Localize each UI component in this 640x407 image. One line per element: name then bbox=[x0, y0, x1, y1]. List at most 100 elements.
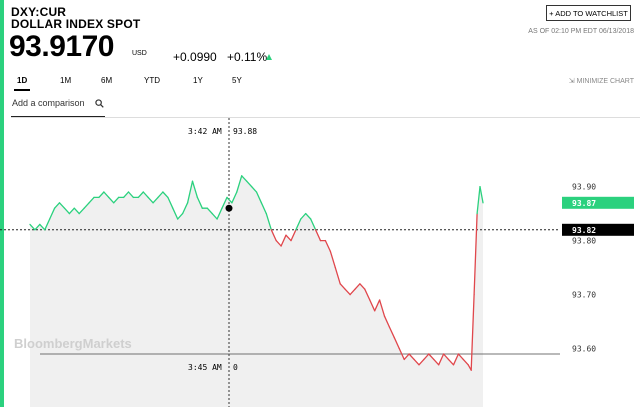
crosshair-value-label: 93.88 bbox=[233, 127, 257, 136]
series-segment bbox=[260, 202, 267, 215]
series-segment bbox=[413, 358, 420, 366]
bottom-time-label: 3:45 AM bbox=[188, 363, 222, 372]
series-segment bbox=[270, 229, 277, 242]
header-divider bbox=[11, 117, 640, 118]
series-segment bbox=[265, 212, 272, 231]
last-price-tag-label: 93.87 bbox=[572, 199, 596, 208]
minimize-chart-label: MINIMIZE CHART bbox=[576, 78, 634, 85]
series-segment bbox=[78, 207, 85, 215]
tab-1d[interactable]: 1D bbox=[17, 76, 28, 85]
price-chart[interactable]: BloombergMarkets 3:42 AM 93.88 3:45 AM 0 93.9… bbox=[0, 118, 640, 407]
series-segment bbox=[433, 358, 440, 366]
series-segment bbox=[34, 223, 41, 231]
crosshair-marker bbox=[225, 204, 233, 212]
series-segment bbox=[329, 250, 336, 269]
series-segment bbox=[196, 196, 203, 209]
series-segment bbox=[349, 288, 356, 296]
series-segment bbox=[39, 223, 46, 231]
series-segment bbox=[157, 191, 164, 199]
series-segment bbox=[103, 191, 110, 199]
percent-change: +0.11% bbox=[227, 50, 268, 64]
series-segment bbox=[378, 299, 386, 317]
up-triangle-icon bbox=[266, 54, 272, 60]
series-segment bbox=[393, 337, 400, 350]
series-segment bbox=[44, 218, 51, 231]
series-segment bbox=[177, 212, 184, 220]
previous-close-tag-label: 93.82 bbox=[572, 226, 596, 235]
series-segment bbox=[305, 212, 312, 220]
series-segment bbox=[191, 180, 199, 199]
series-segment bbox=[339, 283, 346, 290]
series-segment bbox=[408, 353, 415, 361]
series-segment bbox=[98, 191, 105, 199]
series-segment bbox=[58, 202, 66, 209]
series-segment bbox=[359, 283, 366, 290]
series-segment bbox=[29, 223, 36, 231]
series-segment bbox=[310, 218, 317, 231]
series-segment bbox=[68, 207, 75, 215]
series-segment bbox=[369, 299, 376, 312]
series-segment bbox=[211, 212, 218, 220]
comparison-placeholder: Add a comparison bbox=[12, 98, 85, 108]
bottom-value-label: 0 bbox=[233, 363, 238, 372]
add-to-watchlist-button[interactable]: + ADD TO WATCHLIST bbox=[546, 5, 631, 21]
tab-ytd[interactable]: YTD bbox=[144, 76, 160, 85]
series-segment bbox=[300, 212, 307, 220]
y-tick-label: 93.90 bbox=[572, 183, 596, 192]
series-segment bbox=[479, 185, 484, 204]
y-tick-label: 93.60 bbox=[572, 345, 596, 354]
series-segment bbox=[275, 239, 282, 247]
series-segment bbox=[172, 207, 179, 220]
series-segment bbox=[147, 196, 154, 204]
series-segment bbox=[388, 326, 396, 339]
series-segment bbox=[324, 239, 332, 253]
series-segment bbox=[73, 207, 80, 215]
tab-6m[interactable]: 6M bbox=[101, 76, 113, 85]
minimize-chart-button[interactable]: ⇲ MINIMIZE CHART bbox=[569, 77, 634, 85]
series-segment bbox=[374, 299, 381, 312]
series-segment bbox=[167, 196, 174, 209]
tab-1y[interactable]: 1Y bbox=[193, 76, 203, 85]
series-segment bbox=[438, 353, 445, 366]
net-change: +0.0990 bbox=[173, 50, 217, 64]
series-segment bbox=[452, 353, 460, 366]
series-segment bbox=[383, 315, 391, 328]
series-segment bbox=[226, 196, 233, 204]
series-segment bbox=[246, 180, 253, 188]
series-segment bbox=[83, 202, 90, 209]
ticker-symbol: DXY:CUR bbox=[11, 5, 67, 19]
series-segment bbox=[476, 185, 481, 215]
y-tick-label: 93.70 bbox=[572, 291, 596, 300]
series-segment bbox=[442, 353, 450, 361]
series-segment bbox=[137, 191, 144, 199]
collapse-icon: ⇲ bbox=[568, 78, 577, 85]
series-segment bbox=[473, 212, 478, 296]
security-name: DOLLAR INDEX SPOT bbox=[11, 17, 141, 31]
series-segment bbox=[221, 196, 228, 209]
comparison-search-input[interactable]: Add a comparison bbox=[11, 96, 105, 117]
series-segment bbox=[457, 353, 464, 361]
series-segment bbox=[142, 191, 149, 199]
series-segment bbox=[255, 191, 263, 204]
series-segment bbox=[122, 191, 130, 199]
series-segment bbox=[181, 202, 189, 215]
series-segment bbox=[314, 229, 322, 242]
search-icon[interactable] bbox=[95, 99, 104, 108]
series-segment bbox=[206, 207, 213, 215]
series-segment bbox=[295, 218, 302, 231]
series-segment bbox=[285, 234, 292, 242]
series-segment bbox=[447, 358, 455, 366]
last-price-tag bbox=[562, 196, 634, 209]
series-segment bbox=[470, 293, 475, 371]
series-segment bbox=[49, 207, 56, 220]
series-segment bbox=[108, 196, 115, 204]
series-segment bbox=[290, 229, 297, 242]
series-segment bbox=[354, 283, 361, 290]
series-segment bbox=[162, 191, 169, 199]
series-segment bbox=[113, 196, 120, 204]
series-segment bbox=[344, 288, 351, 296]
tab-5y[interactable]: 5Y bbox=[232, 76, 242, 85]
tab-1m[interactable]: 1M bbox=[60, 76, 72, 85]
series-segment bbox=[127, 191, 135, 199]
series-segment bbox=[236, 175, 243, 193]
